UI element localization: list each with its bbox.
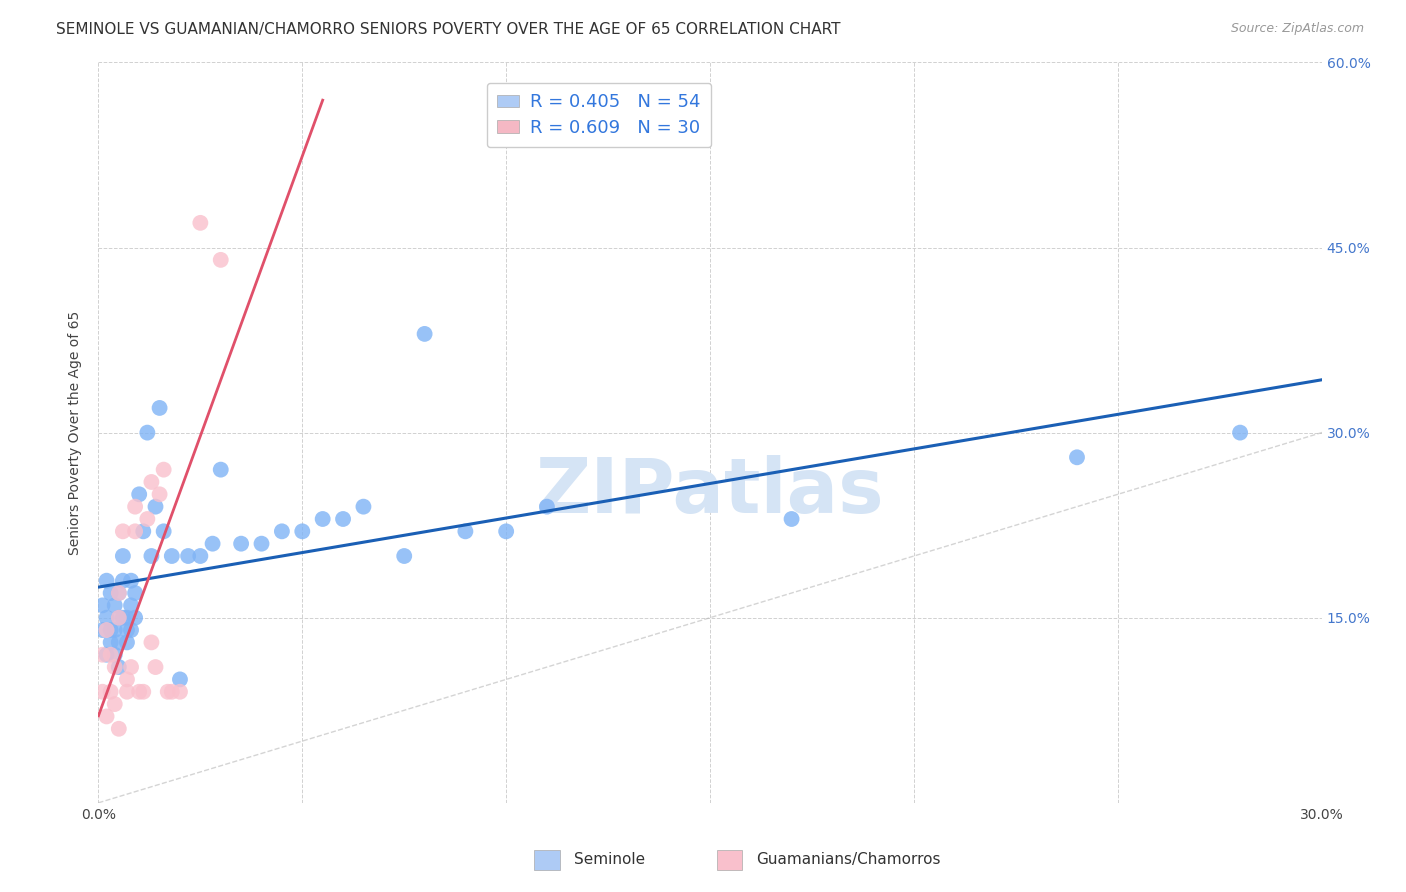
Point <box>91 623 114 637</box>
Point <box>115 610 138 624</box>
Point <box>100 648 122 662</box>
Point <box>128 685 150 699</box>
Point <box>100 623 122 637</box>
Text: Source: ZipAtlas.com: Source: ZipAtlas.com <box>1230 22 1364 36</box>
Point <box>209 252 232 267</box>
Point <box>312 512 335 526</box>
Text: SEMINOLE VS GUAMANIAN/CHAMORRO SENIORS POVERTY OVER THE AGE OF 65 CORRELATION CH: SEMINOLE VS GUAMANIAN/CHAMORRO SENIORS P… <box>56 22 841 37</box>
Point <box>536 500 558 514</box>
Point <box>111 610 134 624</box>
Point <box>96 574 118 588</box>
Point <box>124 586 146 600</box>
Point <box>96 648 118 662</box>
Point <box>149 487 172 501</box>
Point <box>96 610 118 624</box>
Point <box>1229 425 1251 440</box>
Point <box>104 697 127 711</box>
Point <box>132 524 155 539</box>
Point <box>115 635 138 649</box>
Point <box>145 660 167 674</box>
Point <box>141 475 163 489</box>
Legend: R = 0.405   N = 54, R = 0.609   N = 30: R = 0.405 N = 54, R = 0.609 N = 30 <box>486 83 711 147</box>
Point <box>108 586 131 600</box>
Point <box>141 635 163 649</box>
Point <box>91 599 114 613</box>
Point <box>141 549 163 563</box>
Point <box>120 623 142 637</box>
Point <box>108 610 131 624</box>
Point <box>209 462 232 476</box>
Point <box>136 425 159 440</box>
Point <box>115 623 138 637</box>
Point <box>108 610 131 624</box>
Point <box>120 599 142 613</box>
Point <box>156 685 179 699</box>
Point <box>128 487 150 501</box>
Text: Seminole: Seminole <box>574 853 645 867</box>
Text: Guamanians/Chamorros: Guamanians/Chamorros <box>756 853 941 867</box>
Point <box>250 536 273 550</box>
Point <box>91 685 114 699</box>
Point <box>149 401 172 415</box>
Point <box>104 660 127 674</box>
Point <box>132 685 155 699</box>
Point <box>1066 450 1088 465</box>
Point <box>115 685 138 699</box>
Point <box>780 512 803 526</box>
Point <box>91 648 114 662</box>
Point <box>413 326 436 341</box>
Point <box>392 549 416 563</box>
Point <box>152 462 174 476</box>
Point <box>454 524 477 539</box>
Point <box>152 524 174 539</box>
Point <box>108 635 131 649</box>
Point <box>160 549 183 563</box>
Point <box>124 610 146 624</box>
Point <box>231 536 253 550</box>
Point <box>111 574 134 588</box>
Point <box>104 623 127 637</box>
Point <box>108 586 131 600</box>
Text: ZIPatlas: ZIPatlas <box>536 455 884 529</box>
Point <box>136 512 159 526</box>
Point <box>120 660 142 674</box>
Point <box>108 722 131 736</box>
Point <box>104 648 127 662</box>
Point <box>291 524 314 539</box>
Point <box>169 685 191 699</box>
Point <box>108 660 131 674</box>
Point <box>201 536 224 550</box>
Point <box>115 673 138 687</box>
Point <box>100 635 122 649</box>
Point <box>188 216 212 230</box>
Point <box>270 524 294 539</box>
Point <box>160 685 183 699</box>
Point <box>124 524 146 539</box>
Point <box>120 574 142 588</box>
Point <box>111 524 134 539</box>
Point <box>332 512 354 526</box>
Point <box>495 524 517 539</box>
Point <box>124 500 146 514</box>
Point <box>111 549 134 563</box>
Point <box>104 599 127 613</box>
Point <box>352 500 374 514</box>
Point <box>188 549 212 563</box>
Point <box>100 685 122 699</box>
Point <box>100 586 122 600</box>
Point <box>169 673 191 687</box>
Point <box>145 500 167 514</box>
Point <box>177 549 200 563</box>
Point <box>96 709 118 723</box>
Y-axis label: Seniors Poverty Over the Age of 65: Seniors Poverty Over the Age of 65 <box>69 310 83 555</box>
Point <box>96 623 118 637</box>
